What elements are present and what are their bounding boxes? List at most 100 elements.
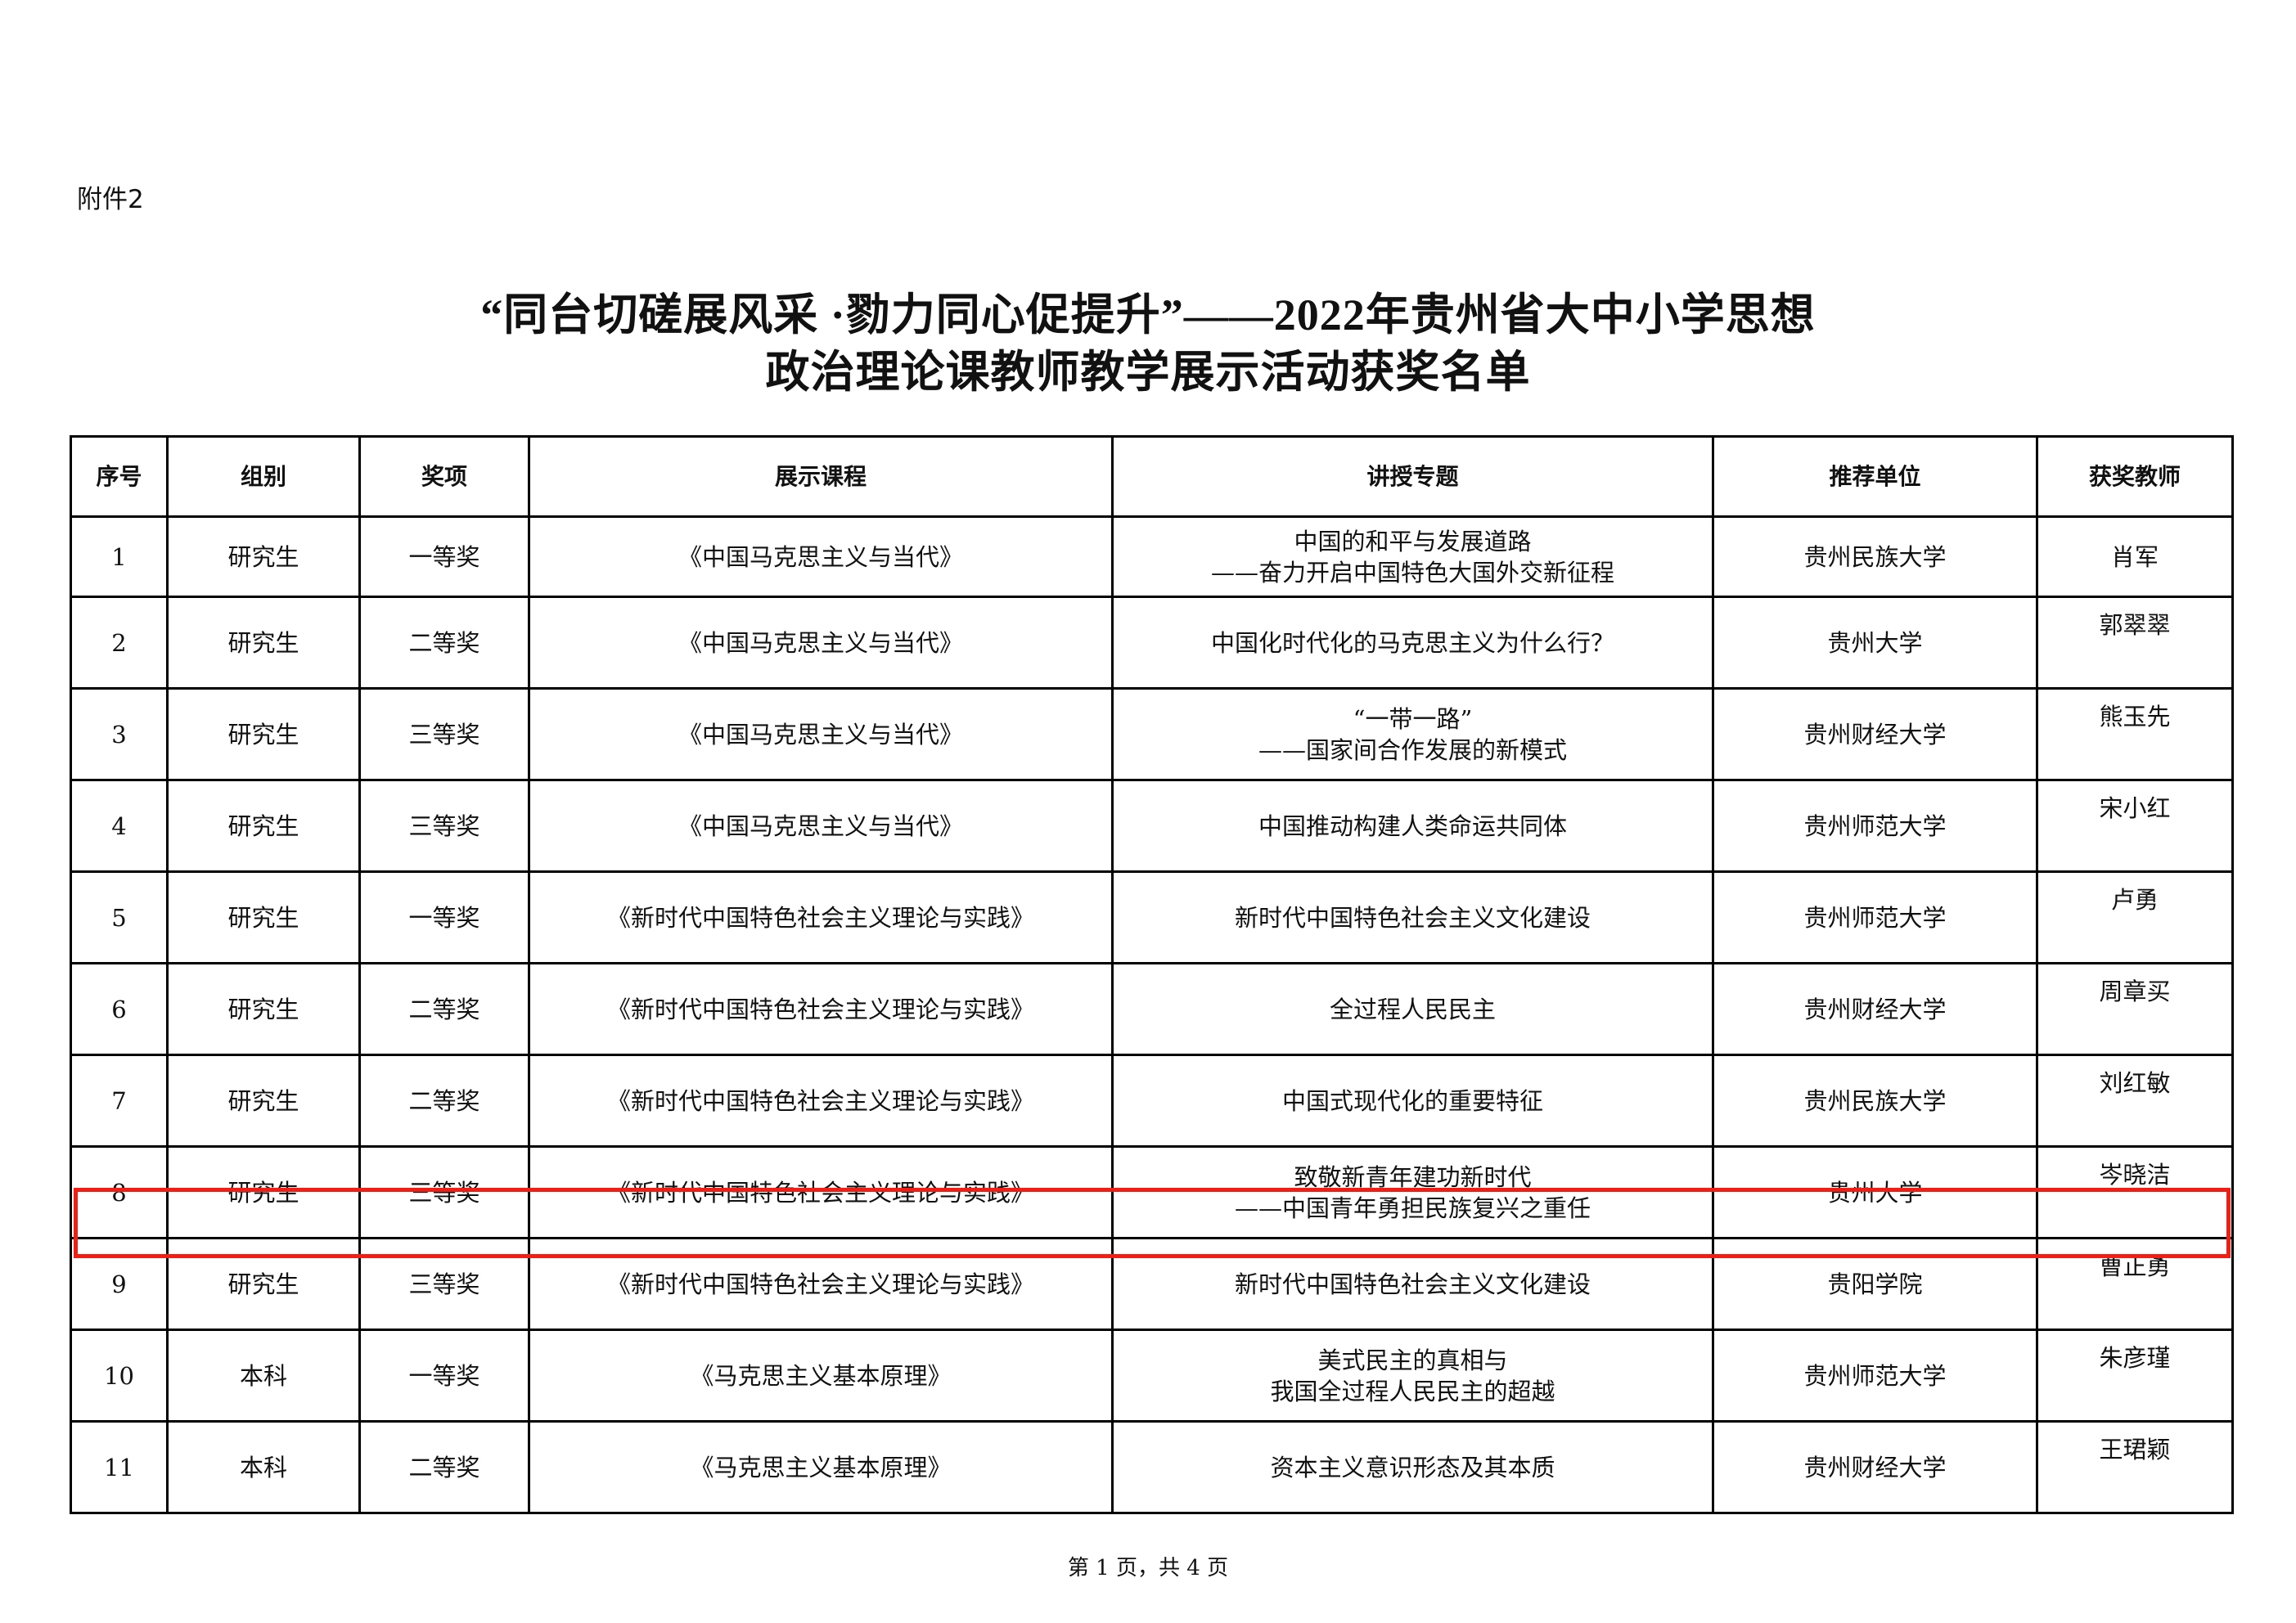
cell-award: 三等奖 <box>358 1237 530 1331</box>
cell-no: 6 <box>70 962 169 1056</box>
cell-award: 三等奖 <box>358 687 530 781</box>
table-row: 7 研究生 二等奖 《新时代中国特色社会主义理论与实践》 中国式现代化的重要特征 贵州民族… <box>70 1054 2234 1148</box>
cell-course: 《中国马克思主义与当代》 <box>528 515 1114 598</box>
header-no: 序号 <box>70 435 169 518</box>
cell-teacher: 郭翠翠 <box>2036 596 2234 690</box>
cell-group: 研究生 <box>166 779 361 873</box>
table-row: 1 研究生 一等奖 《中国马克思主义与当代》 中国的和平与发展道路 ——奋力开启中国特色大… <box>70 515 2234 598</box>
header-teacher: 获奖教师 <box>2036 435 2234 518</box>
cell-unit: 贵州财经大学 <box>1712 1420 2038 1514</box>
topic-line: “一带一路” <box>1353 704 1473 733</box>
cell-unit: 贵州民族大学 <box>1712 1054 2038 1148</box>
cell-course: 《马克思主义基本原理》 <box>528 1420 1114 1514</box>
cell-group: 研究生 <box>166 870 361 964</box>
cell-topic: 中国推动构建人类命运共同体 <box>1111 779 1714 873</box>
topic-line: 中国式现代化的重要特征 <box>1281 1086 1543 1115</box>
document-title-line2: 政治理论课教师教学展示活动获奖名单 <box>765 348 1531 397</box>
table-header-row: 序号 组别 奖项 展示课程 讲授专题 推荐单位 获奖教师 <box>70 435 2234 518</box>
cell-no: 2 <box>70 596 169 690</box>
cell-unit: 贵州民族大学 <box>1712 515 2038 598</box>
cell-no: 3 <box>70 687 169 781</box>
cell-topic: 资本主义意识形态及其本质 <box>1111 1420 1714 1514</box>
cell-unit: 贵州大学 <box>1712 1145 2038 1239</box>
cell-course: 《中国马克思主义与当代》 <box>528 596 1114 690</box>
table-row: 4 研究生 三等奖 《中国马克思主义与当代》 中国推动构建人类命运共同体 贵州师范大学 宋小… <box>70 779 2234 873</box>
cell-teacher: 刘红敏 <box>2036 1054 2234 1148</box>
cell-topic: 中国的和平与发展道路 ——奋力开启中国特色大国外交新征程 <box>1111 515 1714 598</box>
cell-unit: 贵阳学院 <box>1712 1237 2038 1331</box>
cell-no: 10 <box>70 1329 169 1423</box>
cell-group: 研究生 <box>166 962 361 1056</box>
cell-unit: 贵州师范大学 <box>1712 870 2038 964</box>
cell-award: 一等奖 <box>358 870 530 964</box>
cell-award: 二等奖 <box>358 1420 530 1514</box>
cell-course: 《新时代中国特色社会主义理论与实践》 <box>528 870 1114 964</box>
cell-teacher: 周章买 <box>2036 962 2234 1056</box>
cell-award: 二等奖 <box>358 596 530 690</box>
topic-line: 致敬新青年建功新时代 <box>1294 1162 1532 1191</box>
header-topic: 讲授专题 <box>1111 435 1714 518</box>
header-unit: 推荐单位 <box>1712 435 2038 518</box>
topic-line: ——奋力开启中国特色大国外交新征程 <box>1210 558 1614 587</box>
header-group: 组别 <box>166 435 361 518</box>
cell-no: 7 <box>70 1054 169 1148</box>
table-row: 2 研究生 二等奖 《中国马克思主义与当代》 中国化时代化的马克思主义为什么行？ 贵州大学… <box>70 596 2234 690</box>
cell-teacher: 卢勇 <box>2036 870 2234 964</box>
cell-teacher: 肖军 <box>2036 515 2234 598</box>
table-row: 8 研究生 三等奖 《新时代中国特色社会主义理论与实践》 致敬新青年建功新时代 ——中国青… <box>70 1145 2234 1239</box>
topic-line: ——国家间合作发展的新模式 <box>1258 735 1567 764</box>
topic-line: 资本主义意识形态及其本质 <box>1270 1453 1555 1481</box>
topic-line: 中国化时代化的马克思主义为什么行？ <box>1210 628 1614 657</box>
cell-course: 《新时代中国特色社会主义理论与实践》 <box>528 962 1114 1056</box>
cell-group: 研究生 <box>166 1054 361 1148</box>
topic-line: 美式民主的真相与 <box>1317 1346 1508 1374</box>
cell-no: 9 <box>70 1237 169 1331</box>
cell-course: 《新时代中国特色社会主义理论与实践》 <box>528 1237 1114 1331</box>
cell-award: 二等奖 <box>358 1054 530 1148</box>
cell-no: 1 <box>70 515 169 598</box>
header-course: 展示课程 <box>528 435 1114 518</box>
cell-teacher: 熊玉先 <box>2036 687 2234 781</box>
cell-topic: “一带一路” ——国家间合作发展的新模式 <box>1111 687 1714 781</box>
cell-course: 《马克思主义基本原理》 <box>528 1329 1114 1423</box>
cell-teacher: 宋小红 <box>2036 779 2234 873</box>
cell-topic: 致敬新青年建功新时代 ——中国青年勇担民族复兴之重任 <box>1111 1145 1714 1239</box>
cell-teacher: 朱彦瑾 <box>2036 1329 2234 1423</box>
cell-group: 研究生 <box>166 596 361 690</box>
cell-award: 三等奖 <box>358 779 530 873</box>
cell-topic: 美式民主的真相与我国全过程人民民主的超越 <box>1111 1329 1714 1423</box>
cell-unit: 贵州大学 <box>1712 596 2038 690</box>
cell-award: 三等奖 <box>358 1145 530 1239</box>
cell-award: 一等奖 <box>358 515 530 598</box>
cell-no: 11 <box>70 1420 169 1514</box>
attachment-label: 附件2 <box>77 185 144 214</box>
cell-unit: 贵州师范大学 <box>1712 1329 2038 1423</box>
cell-group: 研究生 <box>166 1145 361 1239</box>
cell-course: 《中国马克思主义与当代》 <box>528 779 1114 873</box>
table-row: 9 研究生 三等奖 《新时代中国特色社会主义理论与实践》 新时代中国特色社会主义文化建设… <box>70 1237 2234 1331</box>
header-award: 奖项 <box>358 435 530 518</box>
cell-topic: 新时代中国特色社会主义文化建设 <box>1111 1237 1714 1331</box>
cell-award: 一等奖 <box>358 1329 530 1423</box>
cell-unit: 贵州师范大学 <box>1712 779 2038 873</box>
cell-group: 本科 <box>166 1420 361 1514</box>
cell-teacher: 王珺颖 <box>2036 1420 2234 1514</box>
cell-group: 研究生 <box>166 1237 361 1331</box>
table-row: 10 本科 一等奖 《马克思主义基本原理》 美式民主的真相与 我国全过程人民民主的超越 贵州… <box>70 1329 2234 1423</box>
topic-line: 我国全过程人民民主的超越 <box>1270 1377 1555 1405</box>
cell-no: 8 <box>70 1145 169 1239</box>
cell-unit: 贵州财经大学 <box>1712 687 2038 781</box>
cell-unit: 贵州财经大学 <box>1712 962 2038 1056</box>
document-title-line1: “同台切磋展风采 ·勠力同心促提升”——2022年贵州省大中小学思想 <box>480 290 1816 339</box>
cell-topic: 新时代中国特色社会主义文化建设 <box>1111 870 1714 964</box>
page-footer: 第 1 页，共 4 页 <box>1067 1556 1229 1580</box>
cell-topic: 全过程人民民主 <box>1111 962 1714 1056</box>
topic-line: 全过程人民民主 <box>1329 995 1496 1023</box>
cell-course: 《新时代中国特色社会主义理论与实践》 <box>528 1054 1114 1148</box>
topic-line: 新时代中国特色社会主义文化建设 <box>1234 1270 1591 1298</box>
cell-no: 4 <box>70 779 169 873</box>
table-row: 11 本科 二等奖 《马克思主义基本原理》 资本主义意识形态及其本质 贵州财经大学 王珺颖 <box>70 1420 2234 1514</box>
topic-line: 中国推动构建人类命运共同体 <box>1258 812 1567 840</box>
topic-line: 新时代中国特色社会主义文化建设 <box>1234 903 1591 932</box>
cell-no: 5 <box>70 870 169 964</box>
